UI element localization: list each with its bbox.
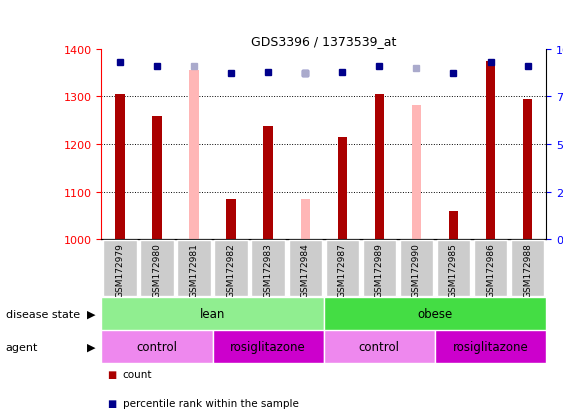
FancyBboxPatch shape	[101, 297, 324, 330]
Text: GSM172981: GSM172981	[190, 242, 199, 297]
Text: count: count	[123, 369, 152, 379]
Text: ■: ■	[107, 369, 116, 379]
Text: GSM172984: GSM172984	[301, 242, 310, 297]
FancyBboxPatch shape	[101, 330, 212, 363]
FancyBboxPatch shape	[400, 241, 433, 296]
FancyBboxPatch shape	[252, 241, 285, 296]
Text: GSM172982: GSM172982	[226, 242, 235, 297]
Text: GSM172989: GSM172989	[375, 242, 384, 297]
Text: ▶: ▶	[87, 342, 96, 352]
Text: GSM172986: GSM172986	[486, 242, 495, 297]
FancyBboxPatch shape	[177, 241, 211, 296]
Text: disease state: disease state	[6, 309, 80, 319]
FancyBboxPatch shape	[435, 330, 546, 363]
FancyBboxPatch shape	[215, 241, 248, 296]
Text: rosiglitazone: rosiglitazone	[453, 340, 529, 354]
Bar	[486, 62, 495, 240]
Text: obese: obese	[417, 307, 453, 320]
Bar	[412, 106, 421, 240]
Bar	[301, 199, 310, 240]
FancyBboxPatch shape	[363, 241, 396, 296]
FancyBboxPatch shape	[140, 241, 173, 296]
Text: control: control	[359, 340, 400, 354]
FancyBboxPatch shape	[437, 241, 470, 296]
FancyBboxPatch shape	[474, 241, 507, 296]
FancyBboxPatch shape	[103, 241, 137, 296]
Text: GSM172980: GSM172980	[153, 242, 162, 297]
Text: agent: agent	[6, 342, 38, 352]
Text: ▶: ▶	[87, 309, 96, 319]
Text: ■: ■	[107, 399, 116, 408]
FancyBboxPatch shape	[324, 330, 435, 363]
Bar	[153, 117, 162, 240]
Bar	[449, 211, 458, 240]
FancyBboxPatch shape	[511, 241, 544, 296]
FancyBboxPatch shape	[212, 330, 324, 363]
Bar	[189, 71, 199, 240]
Text: GSM172987: GSM172987	[338, 242, 347, 297]
Text: percentile rank within the sample: percentile rank within the sample	[123, 399, 298, 408]
Text: lean: lean	[200, 307, 225, 320]
Bar	[375, 95, 384, 240]
Bar	[115, 95, 124, 240]
Text: GSM172985: GSM172985	[449, 242, 458, 297]
Text: GSM172990: GSM172990	[412, 242, 421, 297]
Bar	[338, 138, 347, 240]
Text: control: control	[136, 340, 177, 354]
Bar	[523, 100, 532, 240]
Bar	[226, 199, 236, 240]
Text: GSM172983: GSM172983	[263, 242, 272, 297]
Text: rosiglitazone: rosiglitazone	[230, 340, 306, 354]
FancyBboxPatch shape	[288, 241, 322, 296]
FancyBboxPatch shape	[325, 241, 359, 296]
Text: GSM172979: GSM172979	[115, 242, 124, 297]
FancyBboxPatch shape	[324, 297, 546, 330]
Text: GSM172988: GSM172988	[523, 242, 532, 297]
Bar	[263, 126, 272, 240]
Title: GDS3396 / 1373539_at: GDS3396 / 1373539_at	[251, 36, 396, 48]
